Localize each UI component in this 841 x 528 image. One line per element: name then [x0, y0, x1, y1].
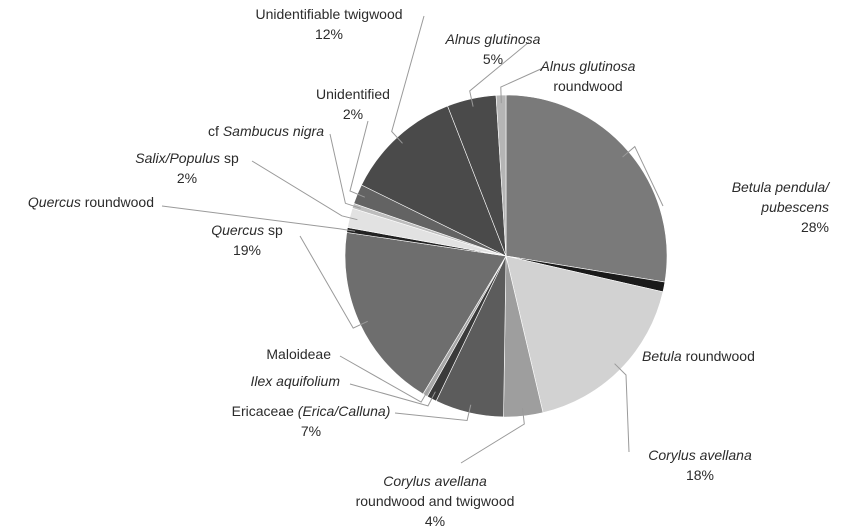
label-segment: Alnus glutinosa — [540, 58, 636, 74]
label-segment: 2% — [177, 170, 197, 186]
label-segment: Sambucus nigra — [223, 123, 324, 139]
leader-line-3 — [614, 363, 630, 453]
label-segment: Unidentifiable twigwood — [255, 6, 402, 22]
label-segment: pubescens — [760, 199, 829, 215]
slice-percent-label: 2% — [343, 106, 363, 122]
label-segment: roundwood — [81, 194, 154, 210]
slice-name-label: Ilex aquifolium — [251, 373, 341, 389]
label-segment: 7% — [301, 423, 321, 439]
label-segment: 2% — [343, 106, 363, 122]
leader-line-13 — [391, 15, 425, 144]
label-segment: 18% — [686, 467, 714, 483]
label-segment: 19% — [233, 242, 261, 258]
slice-percent-label: 18% — [686, 467, 714, 483]
leader-line-14 — [469, 41, 530, 107]
slice-percent-label: 2% — [177, 170, 197, 186]
label-segment: Ericaceae — [232, 403, 298, 419]
leader-line-15 — [500, 67, 544, 104]
label-segment: 4% — [425, 513, 445, 528]
slice-name-label: Salix/Populus sp — [135, 150, 239, 166]
pie-slices — [344, 94, 668, 418]
label-segment: Quercus — [211, 222, 264, 238]
label-segment: Salix/Populus — [135, 150, 220, 166]
slice-name-label: Alnus glutinosa — [540, 58, 636, 74]
leader-line-11 — [329, 133, 361, 209]
slice-percent-label: 12% — [315, 26, 343, 42]
leader-line-12 — [349, 120, 369, 198]
slice-name-label: Corylus avellana — [383, 473, 487, 489]
label-segment: sp — [264, 222, 283, 238]
slice-name-label: Betula roundwood — [642, 348, 755, 364]
slice-name-label: Quercus roundwood — [28, 194, 154, 210]
slice-name-label: Corylus avellana — [648, 447, 752, 463]
label-segment: Maloideae — [266, 346, 331, 362]
label-segment: (Erica/Calluna) — [298, 403, 391, 419]
slice-name-label: pubescens — [760, 199, 829, 215]
label-segment: cf — [208, 123, 223, 139]
slice-name-label: Betula pendula/ — [732, 179, 831, 195]
slice-percent-label: 19% — [233, 242, 261, 258]
slice-percent-label: 7% — [301, 423, 321, 439]
leader-line-5 — [394, 404, 472, 422]
label-segment: roundwood — [553, 78, 622, 94]
slice-name-label: Ericaceae (Erica/Calluna) — [232, 403, 391, 419]
slice-name-label: Quercus sp — [211, 222, 283, 238]
label-segment: Ilex aquifolium — [251, 373, 341, 389]
label-segment: Betula — [642, 348, 682, 364]
leader-line-6 — [349, 383, 436, 407]
leader-line-10 — [251, 160, 358, 221]
label-segment: Alnus glutinosa — [445, 31, 541, 47]
label-segment: 5% — [483, 51, 503, 67]
slice-percent-label: 5% — [483, 51, 503, 67]
pie-slice-1 — [505, 94, 668, 283]
leader-line-4 — [460, 408, 525, 464]
slice-name-label: cf Sambucus nigra — [208, 123, 324, 139]
leader-line-7 — [339, 355, 430, 403]
slice-name-label: roundwood and twigwood — [356, 493, 515, 509]
label-segment: Betula pendula/ — [732, 179, 831, 195]
slice-name-label: Alnus glutinosa — [445, 31, 541, 47]
leader-line-9 — [161, 205, 356, 232]
slice-percent-label: 28% — [801, 219, 829, 235]
label-segment: 12% — [315, 26, 343, 42]
label-segment: Corylus avellana — [383, 473, 487, 489]
label-segment: Quercus — [28, 194, 81, 210]
label-segment: sp — [220, 150, 239, 166]
slice-name-label: Unidentified — [316, 86, 390, 102]
slice-name-label: Unidentifiable twigwood — [255, 6, 402, 22]
leader-line-8 — [299, 235, 368, 329]
leader-line-1 — [622, 145, 664, 207]
slice-name-label: Maloideae — [266, 346, 331, 362]
label-segment: Unidentified — [316, 86, 390, 102]
slice-labels: Betula pendula/pubescens 28% Betula roundw… — [28, 6, 831, 528]
leader-lines — [161, 15, 664, 464]
label-segment: roundwood — [682, 348, 755, 364]
slice-percent-label: 4% — [425, 513, 445, 528]
slice-name-label: roundwood — [553, 78, 622, 94]
label-segment: 28% — [801, 219, 829, 235]
label-segment: roundwood and twigwood — [356, 493, 515, 509]
label-segment: Corylus avellana — [648, 447, 752, 463]
